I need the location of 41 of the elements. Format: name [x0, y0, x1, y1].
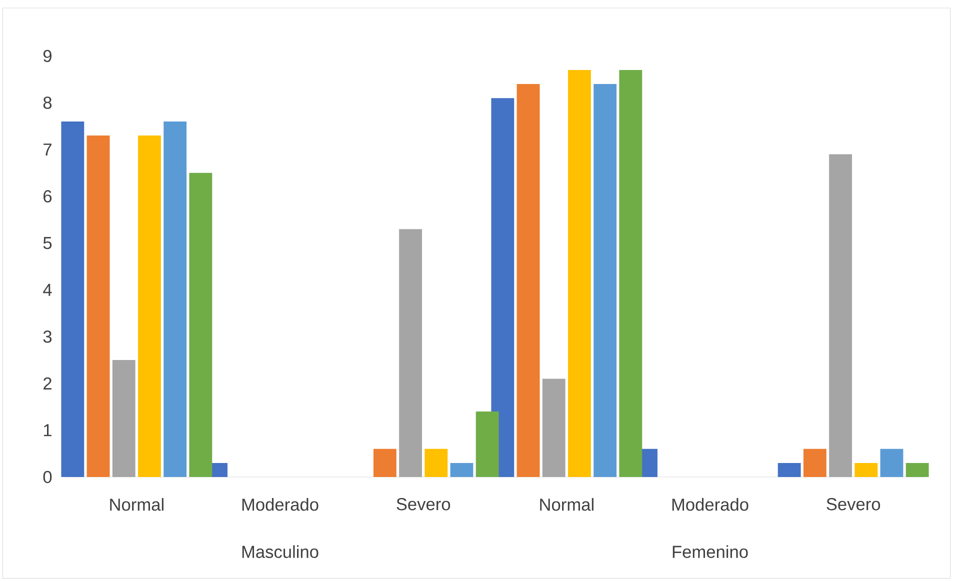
- y-tick-label: 0: [43, 470, 52, 484]
- bar: [189, 172, 212, 477]
- x-tick-label: Severo: [826, 498, 880, 510]
- y-tick-label: 6: [44, 190, 52, 202]
- bar: [61, 121, 84, 477]
- bar: [373, 448, 396, 477]
- y-tick-label: 8: [43, 96, 52, 109]
- bar: [542, 378, 566, 477]
- bar: [476, 411, 499, 477]
- bar: [424, 448, 448, 477]
- bar: [112, 360, 136, 477]
- bar: [399, 229, 422, 477]
- y-tick-label: 1: [44, 424, 52, 436]
- y-tick-label: 7: [44, 144, 52, 156]
- bar: [854, 462, 878, 477]
- bar: [164, 121, 187, 477]
- y-tick-label: 2: [44, 377, 52, 390]
- bar: [778, 462, 801, 477]
- y-tick-label: 3: [43, 330, 52, 343]
- bar: [491, 98, 514, 477]
- bar: [880, 448, 904, 477]
- bar: [619, 70, 642, 477]
- x-tick-label: Moderado: [672, 498, 748, 511]
- bar: [450, 462, 474, 477]
- bar: [803, 448, 826, 477]
- x-tick-label: Normal: [540, 498, 594, 511]
- bar: [906, 462, 929, 477]
- bar: [568, 70, 591, 477]
- x-tick-label: Normal: [110, 498, 164, 511]
- y-tick-label: 5: [43, 237, 52, 250]
- bar: [594, 84, 617, 477]
- bar: [138, 136, 161, 477]
- text: Femenino: [672, 545, 748, 558]
- text: Masculino: [242, 545, 318, 558]
- bar: [86, 136, 110, 477]
- y-tick-label: 4: [43, 284, 52, 296]
- bar: [829, 154, 852, 477]
- y-tick-label: 9: [43, 50, 52, 62]
- bar: [516, 84, 540, 477]
- x-tick-label: Severo: [396, 498, 450, 510]
- x-tick-label: Moderado: [242, 498, 318, 511]
